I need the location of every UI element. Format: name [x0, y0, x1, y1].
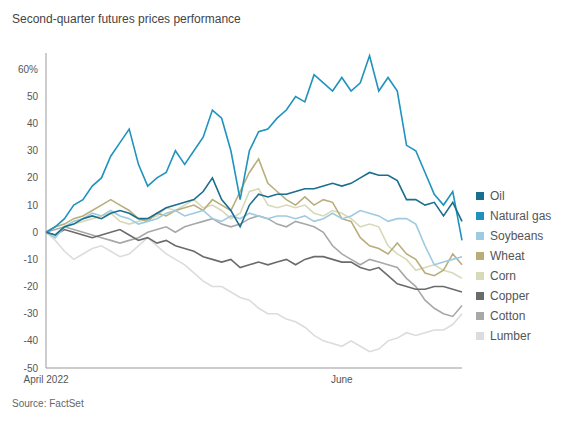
html-text:Cotton: Cotton: [490, 309, 526, 323]
svg-text:June: June: [331, 374, 353, 385]
svg-text:0: 0: [32, 227, 38, 238]
svg-text:40: 40: [27, 118, 39, 129]
html-text:Source: FactSet: Source: FactSet: [12, 398, 84, 409]
svg-text:-40: -40: [24, 335, 39, 346]
svg-text:April 2022: April 2022: [23, 374, 68, 385]
svg-text:50: 50: [27, 91, 39, 102]
svg-text:-50: -50: [24, 363, 39, 374]
svg-text:-30: -30: [24, 308, 39, 319]
svg-text:-20: -20: [24, 281, 39, 292]
html-text:Copper: Copper: [490, 289, 530, 303]
html-text:Second-quarter futures prices: Second-quarter futures prices performanc…: [12, 12, 241, 26]
html-text:Soybeans: Soybeans: [490, 229, 544, 243]
svg-text:10: 10: [27, 200, 39, 211]
svg-text:-10: -10: [24, 254, 39, 265]
svg-text:20: 20: [27, 172, 39, 183]
svg-text:30: 30: [27, 145, 39, 156]
svg-text:60%: 60%: [18, 64, 38, 75]
html-text:Natural gas: Natural gas: [490, 209, 552, 223]
html-text:Wheat: Wheat: [490, 249, 525, 263]
html-text:Oil: Oil: [490, 189, 505, 203]
html-text:Corn: Corn: [490, 269, 516, 283]
html-text:Lumber: Lumber: [490, 329, 531, 343]
